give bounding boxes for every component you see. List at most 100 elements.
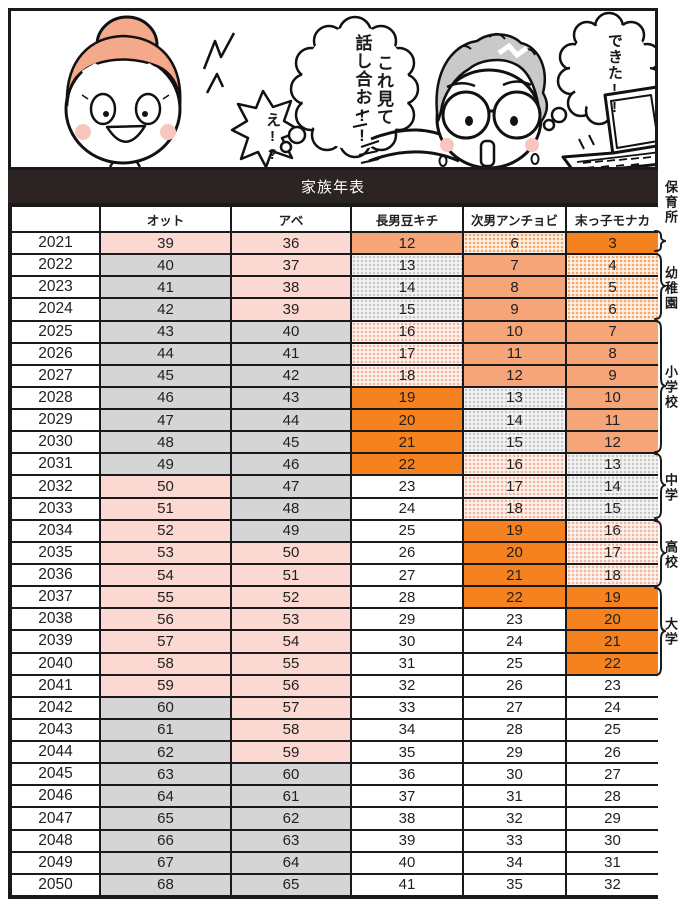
year-cell: 2048 [12, 830, 99, 851]
year-cell: 2027 [12, 365, 99, 386]
speech-bubble-eh-text: え!? [264, 112, 281, 164]
age-cell: 27 [567, 764, 658, 785]
age-cell: 31 [352, 653, 462, 674]
age-cell: 56 [232, 675, 350, 696]
age-cell: 47 [101, 410, 230, 431]
age-cell: 23 [464, 609, 565, 630]
age-cell: 61 [101, 719, 230, 741]
age-cell: 11 [567, 410, 658, 431]
year-cell: 2030 [12, 432, 99, 453]
age-cell: 6 [464, 233, 565, 254]
age-cell: 32 [352, 675, 462, 696]
age-cell: 19 [352, 387, 462, 409]
comic-drawing [64, 11, 655, 167]
year-cell: 2047 [12, 808, 99, 829]
age-cell: 13 [464, 387, 565, 409]
age-cell: 33 [464, 830, 565, 851]
bracket-hoikusho [653, 230, 666, 252]
year-cell: 2037 [12, 587, 99, 608]
age-cell: 52 [232, 587, 350, 608]
age-cell: 31 [567, 852, 658, 873]
age-cell: 17 [464, 476, 565, 497]
age-cell: 22 [464, 587, 565, 608]
age-cell: 26 [567, 742, 658, 763]
age-cell: 15 [567, 498, 658, 519]
age-cell: 22 [352, 454, 462, 475]
age-cell: 38 [352, 808, 462, 829]
age-cell: 63 [232, 830, 350, 851]
comic-panel: これ見て 話し合お!! え!? できた!! [8, 8, 658, 170]
age-cell: 3 [567, 233, 658, 254]
age-cell: 30 [352, 631, 462, 652]
age-cell: 8 [567, 343, 658, 364]
column-header-otto: オット [101, 207, 230, 231]
age-cell: 6 [567, 299, 658, 320]
age-cell: 62 [101, 742, 230, 763]
year-cell: 2025 [12, 321, 99, 342]
age-cell: 20 [352, 410, 462, 431]
age-cell: 60 [232, 764, 350, 785]
age-cell: 10 [464, 321, 565, 342]
age-cell: 51 [101, 498, 230, 519]
age-cell: 59 [101, 675, 230, 696]
age-cell: 19 [567, 587, 658, 608]
year-cell: 2026 [12, 343, 99, 364]
year-cell: 2046 [12, 786, 99, 807]
age-cell: 43 [232, 387, 350, 409]
age-cell: 39 [232, 299, 350, 320]
age-cell: 59 [232, 742, 350, 763]
age-cell: 36 [232, 233, 350, 254]
age-cell: 16 [567, 520, 658, 541]
age-cell: 43 [101, 321, 230, 342]
age-cell: 12 [567, 432, 658, 453]
bracket-shogakko [653, 320, 666, 453]
year-cell: 2022 [12, 255, 99, 276]
annotation-chugaku: 中学 [663, 473, 678, 503]
age-cell: 61 [232, 786, 350, 807]
laptop-drawing [561, 85, 655, 167]
year-cell: 2035 [12, 542, 99, 563]
age-cell: 65 [101, 808, 230, 829]
age-cell: 31 [464, 786, 565, 807]
age-cell: 53 [232, 609, 350, 630]
age-cell: 35 [352, 742, 462, 763]
age-cell: 27 [352, 564, 462, 586]
age-cell: 48 [232, 498, 350, 519]
age-cell: 26 [352, 542, 462, 563]
age-cell: 16 [352, 321, 462, 342]
age-cell: 60 [101, 697, 230, 718]
age-cell: 57 [101, 631, 230, 652]
age-cell: 9 [464, 299, 565, 320]
age-cell: 27 [464, 697, 565, 718]
age-cell: 54 [101, 564, 230, 586]
age-cell: 19 [464, 520, 565, 541]
age-cell: 45 [101, 365, 230, 386]
age-cell: 10 [567, 387, 658, 409]
age-cell: 21 [352, 432, 462, 453]
age-cell: 42 [232, 365, 350, 386]
year-cell: 2042 [12, 697, 99, 718]
year-cell: 2043 [12, 719, 99, 741]
speech-bubble-talk-text: これ見て 話し合お!! [352, 34, 393, 146]
age-cell: 14 [567, 476, 658, 497]
burst-doodle [202, 32, 236, 94]
column-header-abe: アベ [232, 207, 350, 231]
age-cell: 64 [101, 786, 230, 807]
age-cell: 25 [464, 653, 565, 674]
age-cell: 30 [464, 764, 565, 785]
bracket-daigaku [653, 587, 666, 676]
age-cell: 44 [232, 410, 350, 431]
age-cell: 17 [567, 542, 658, 563]
age-cell: 46 [101, 387, 230, 409]
age-cell: 45 [232, 432, 350, 453]
age-cell: 56 [101, 609, 230, 630]
year-cell: 2039 [12, 631, 99, 652]
year-cell: 2028 [12, 387, 99, 409]
age-cell: 29 [352, 609, 462, 630]
age-cell: 66 [101, 830, 230, 851]
age-cell: 47 [232, 476, 350, 497]
age-cell: 9 [567, 365, 658, 386]
age-cell: 37 [352, 786, 462, 807]
age-cell: 22 [567, 653, 658, 674]
